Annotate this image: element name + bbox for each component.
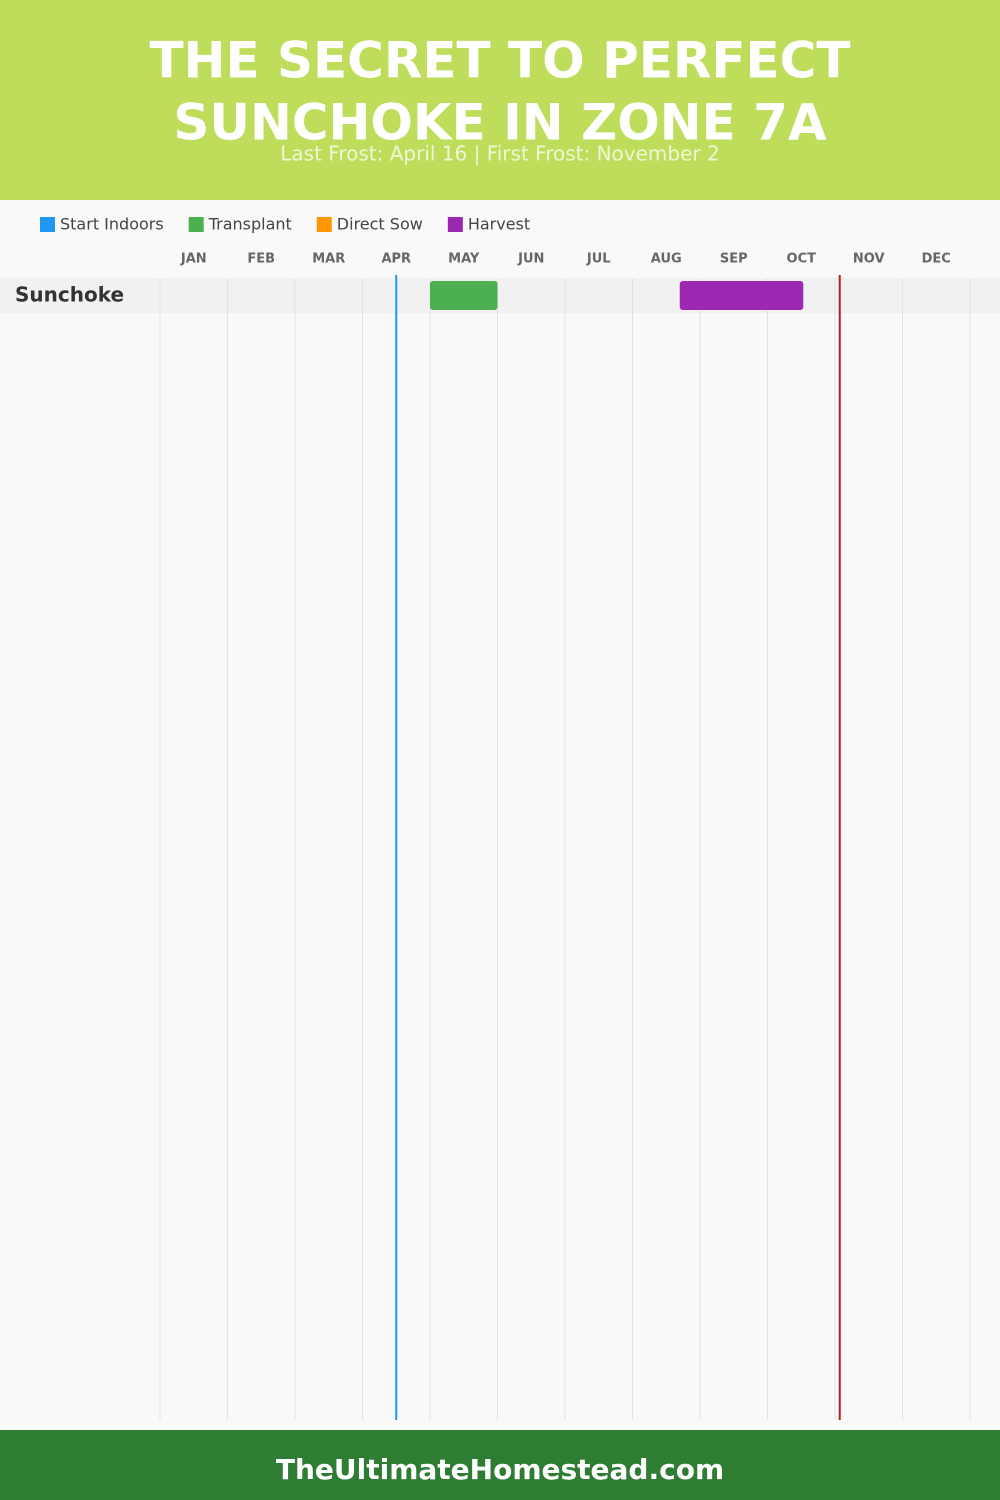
legend-label: Start Indoors [60, 215, 164, 234]
footer-text: TheUltimateHomestead.com [276, 1453, 724, 1486]
month-label: JAN [180, 252, 207, 267]
legend-swatch [188, 217, 204, 232]
month-label: DEC [922, 252, 951, 267]
range-bar [679, 281, 804, 310]
legend-swatch [40, 217, 55, 232]
range-bar [430, 281, 498, 310]
footer [0, 1430, 1000, 1500]
title-line: SUNCHOKE IN ZONE 7A [173, 94, 827, 152]
month-label: NOV [853, 252, 885, 267]
month-label: OCT [787, 252, 817, 267]
month-label: AUG [651, 252, 682, 267]
row-label: Sunchoke [15, 283, 124, 307]
legend-swatch [447, 217, 463, 232]
title-line: THE SECRET TO PERFECT [150, 32, 851, 90]
legend-label: Transplant [208, 215, 292, 234]
month-label: MAY [448, 252, 480, 267]
row-band [0, 278, 1000, 313]
subtitle: Last Frost: April 16 | First Frost: Nove… [280, 142, 719, 166]
month-label: SEP [720, 252, 748, 267]
month-label: MAR [312, 252, 345, 267]
header [0, 0, 1000, 200]
month-label: JUL [586, 252, 611, 267]
legend-swatch [316, 217, 332, 232]
month-label: FEB [247, 252, 275, 267]
legend-label: Direct Sow [337, 215, 423, 234]
legend-label: Harvest [468, 215, 530, 234]
month-label: APR [381, 252, 411, 267]
month-label: JUN [517, 252, 544, 267]
